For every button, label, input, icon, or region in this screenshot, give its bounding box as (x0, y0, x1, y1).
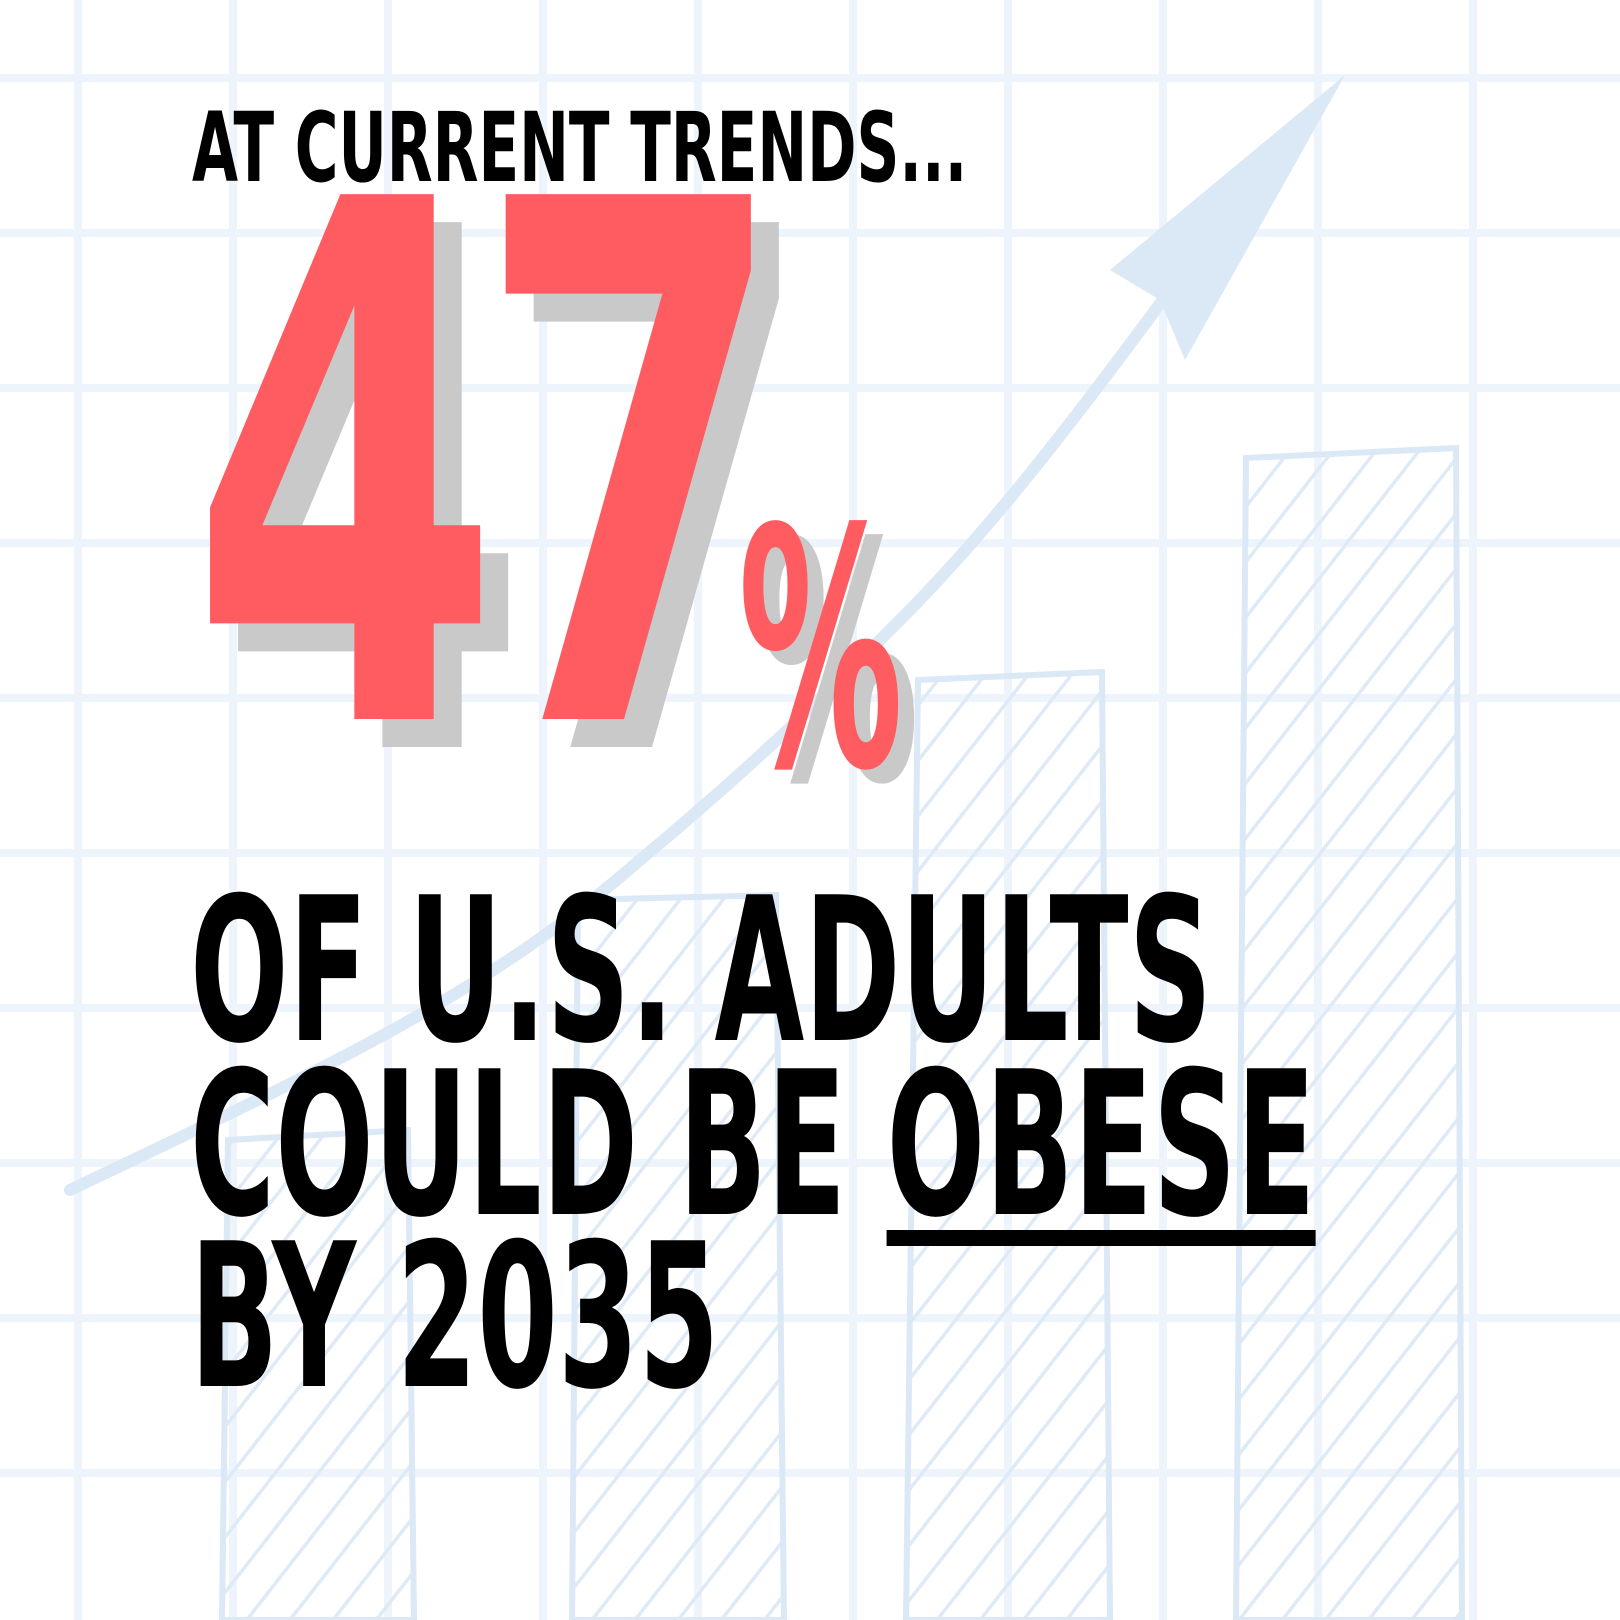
stat-percent: % (738, 459, 904, 843)
sketch-arrow (64, 75, 1345, 1196)
stat-number-shadow: 47 (218, 79, 814, 917)
big-stat: 47 47 % % (190, 110, 1090, 858)
eyebrow-text: AT CURRENT TRENDS... (192, 92, 968, 204)
sketch-bar-2 (568, 891, 788, 1620)
subhead-line-3: BY 2035 (190, 1201, 720, 1434)
subhead-line-2-prefix: COULD BE (190, 1029, 887, 1262)
stat-number: 47 (190, 51, 786, 889)
subhead-line-1: OF U.S. ADULTS (190, 855, 1213, 1088)
sketch-bar-3 (902, 668, 1114, 1620)
sketch-bar-4 (1232, 444, 1466, 1620)
emphasis-word: OBESE (886, 1029, 1316, 1262)
sketch-bar-1 (218, 1126, 418, 1620)
subhead-line-2: COULD BE OBESE (190, 1046, 1316, 1246)
stat-percent-shadow: % (754, 473, 920, 857)
